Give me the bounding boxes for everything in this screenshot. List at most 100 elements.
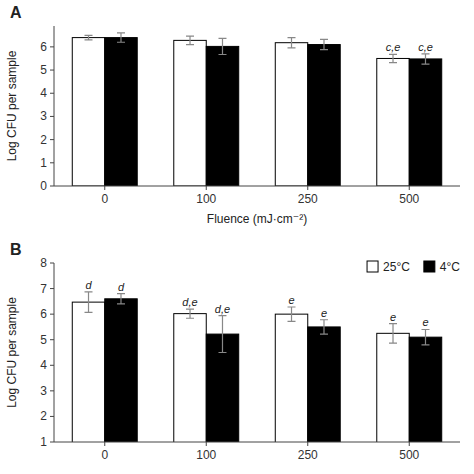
bar [409, 59, 441, 186]
bar [409, 337, 441, 442]
annotation: e [390, 311, 396, 323]
error-bar [117, 294, 125, 304]
y-tick-label: 0 [40, 179, 47, 193]
error-bar [320, 39, 328, 49]
y-tick-label: 8 [40, 256, 47, 270]
y-tick [50, 365, 54, 366]
annotation: d,e [182, 296, 197, 308]
error-bar [288, 307, 296, 321]
y-tick [50, 263, 54, 264]
legend-swatch [424, 261, 435, 272]
x-tick-label: 250 [298, 192, 318, 206]
x-tick-label: 500 [399, 448, 419, 462]
y-tick-label: 1 [40, 435, 47, 449]
error-bar [389, 54, 397, 62]
y-tick [50, 314, 54, 315]
x-tick [409, 186, 410, 190]
y-tick [50, 442, 54, 443]
annotation: c,e [418, 41, 433, 53]
annotation: e [422, 316, 428, 328]
x-axis [54, 186, 460, 187]
x-tick [206, 186, 207, 190]
bar [72, 302, 104, 442]
y-axis [54, 26, 55, 186]
error-bar [320, 320, 328, 334]
bar [377, 58, 409, 186]
error-bar [421, 54, 429, 64]
x-tick-label: 500 [399, 192, 419, 206]
y-tick [50, 93, 54, 94]
y-tick-label: 1 [40, 156, 47, 170]
x-tick-label: 100 [196, 448, 216, 462]
y-tick [50, 416, 54, 417]
y-tick [50, 139, 54, 140]
y-tick-label: 4 [40, 86, 47, 100]
bar [308, 45, 340, 186]
error-bar [186, 36, 194, 44]
y-tick-label: 6 [40, 40, 47, 54]
x-tick [104, 186, 105, 190]
bar [275, 43, 307, 186]
error-bar [186, 309, 194, 318]
legend: 25°C 4°C [367, 260, 460, 274]
error-bar [389, 324, 397, 343]
x-tick-label: 0 [101, 448, 108, 462]
y-tick [50, 116, 54, 117]
x-tick [104, 442, 105, 446]
annotation: d [118, 281, 125, 293]
marks [72, 292, 441, 442]
bar [174, 314, 206, 442]
y-tick-label: 7 [40, 282, 47, 296]
annotation: e [321, 307, 327, 319]
y-tick-label: 4 [40, 358, 47, 372]
y-tick [50, 339, 54, 340]
bar [105, 38, 137, 186]
y-tick-label: 3 [40, 109, 47, 123]
x-tick [409, 442, 410, 446]
x-tick-label: 250 [298, 448, 318, 462]
error-bar [288, 38, 296, 48]
y-tick [50, 70, 54, 71]
bar [72, 38, 104, 186]
error-bar [117, 33, 125, 42]
bar [308, 327, 340, 442]
legend-label: 4°C [440, 260, 460, 274]
error-bar [421, 329, 429, 344]
y-tick [50, 46, 54, 47]
y-tick-label: 2 [40, 133, 47, 147]
bar [174, 40, 206, 186]
y-tick-label: 5 [40, 63, 47, 77]
annotation: c,e [386, 41, 401, 53]
error-bar [85, 35, 93, 40]
x-tick [307, 186, 308, 190]
error-bar [218, 38, 226, 54]
x-tick-label: 0 [101, 192, 108, 206]
panel-label: B [10, 241, 22, 258]
panel: Ac,e c,e 0 1 2 3 4 5 6 0 100 250 500 Fluence (mJ·cm⁻²… [5, 4, 460, 226]
x-tick-label: 100 [196, 192, 216, 206]
marks [72, 33, 441, 186]
y-tick [50, 186, 54, 187]
annotation: e [288, 294, 294, 306]
bar [377, 333, 409, 442]
panel: Bdd,eeedd,eee123456780100250500Log CFU p… [5, 241, 460, 468]
annotation: d,e [215, 303, 230, 315]
bar [105, 299, 137, 442]
y-tick-label: 6 [40, 307, 47, 321]
y-tick-label: 2 [40, 409, 47, 423]
bar [206, 46, 238, 186]
y-tick-label: 5 [40, 333, 47, 347]
panel-label: A [10, 4, 22, 21]
x-tick [307, 442, 308, 446]
y-axis-label: Log CFU per sample [5, 50, 19, 161]
error-bar [85, 292, 93, 312]
legend-label: 25°C [383, 260, 410, 274]
y-tick [50, 162, 54, 163]
x-axis-label: Fluence (mJ·cm⁻²) [207, 212, 307, 226]
y-axis [54, 263, 55, 442]
error-bar [218, 316, 226, 353]
y-tick-label: 3 [40, 384, 47, 398]
y-tick [50, 390, 54, 391]
x-tick [206, 442, 207, 446]
annotation: d [85, 279, 92, 291]
